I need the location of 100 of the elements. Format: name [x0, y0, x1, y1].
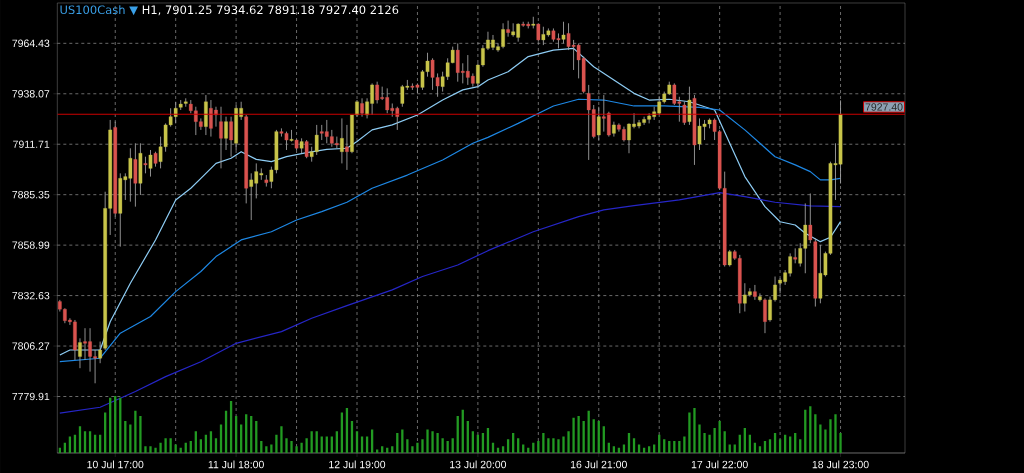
bar: [199, 439, 203, 453]
x-tick-label: 13 Jul 20:00: [450, 460, 507, 469]
bar: [169, 438, 172, 453]
bar: [159, 442, 162, 453]
x-tick-label: 10 Jul 17:00: [87, 460, 144, 469]
candlestick: [133, 142, 138, 208]
candlestick: [229, 116, 233, 158]
bar: [174, 444, 177, 453]
bar: [653, 444, 656, 453]
bar: [421, 439, 424, 453]
bar: [275, 434, 278, 453]
candlestick: [289, 129, 294, 143]
bar: [144, 446, 147, 453]
candlestick: [763, 297, 767, 334]
y-tick-label: 7885.35: [12, 190, 50, 199]
candlestick: [224, 116, 228, 151]
bar: [134, 410, 137, 453]
y-tick-label: 7858.99: [12, 241, 50, 249]
bar: [829, 419, 832, 453]
bar: [819, 424, 822, 453]
bar: [728, 444, 731, 453]
bar: [285, 438, 288, 453]
bar: [693, 407, 696, 453]
bar: [678, 441, 681, 453]
bar: [506, 439, 510, 453]
bar: [577, 415, 580, 453]
bar: [280, 426, 283, 453]
candlestick: [596, 106, 601, 141]
bar: [300, 442, 303, 453]
bar: [718, 421, 721, 453]
bar: [733, 444, 736, 453]
ref-line-label: 7927.40: [865, 103, 903, 111]
bar: [688, 412, 691, 453]
bar: [406, 439, 409, 453]
bar: [799, 439, 802, 453]
bar: [622, 444, 626, 453]
bar: [557, 439, 560, 453]
line-series: [59, 98, 842, 363]
bar: [522, 444, 525, 453]
x-tick-label: 16 Jul 21:00: [570, 460, 627, 469]
bar: [703, 433, 706, 453]
x-tick-label: 12 Jul 19:00: [329, 460, 386, 469]
bar: [683, 436, 686, 453]
candlestick: [753, 284, 757, 301]
bar: [542, 433, 545, 453]
candlestick: [808, 192, 813, 244]
candlestick: [682, 101, 687, 126]
bar: [824, 429, 827, 453]
line-series: [59, 192, 842, 414]
y-tick-label: 7832.63: [12, 291, 50, 300]
bar: [270, 444, 273, 453]
candlestick: [360, 97, 364, 118]
bar: [426, 429, 429, 453]
bar: [164, 438, 167, 453]
candlestick: [340, 117, 344, 164]
bar: [562, 436, 565, 453]
bar: [768, 439, 772, 453]
y-tick-label: 7911.71: [13, 140, 50, 148]
bar: [547, 438, 550, 453]
bar: [431, 431, 434, 453]
candlestick: [687, 86, 692, 126]
candlestick: [506, 20, 510, 38]
bar: [778, 439, 782, 453]
candlestick: [98, 341, 102, 364]
candlestick: [148, 149, 153, 178]
bar: [552, 438, 555, 453]
bar: [834, 414, 837, 453]
bar: [708, 434, 711, 453]
y-tick-label: 7779.91: [12, 392, 50, 401]
x-tick-label: 17 Jul 22:00: [691, 460, 748, 469]
bar: [567, 431, 570, 453]
bar: [637, 444, 641, 453]
bar: [436, 433, 439, 453]
bar: [290, 441, 293, 453]
bar: [416, 442, 419, 453]
chart-title: US100Cash ▼: [60, 5, 138, 16]
bar: [839, 433, 842, 453]
bar: [149, 446, 152, 453]
bar: [663, 439, 666, 453]
candlestick: [536, 22, 541, 43]
x-tick-label: 18 Jul 23:00: [812, 460, 869, 469]
candlestick: [345, 124, 349, 171]
bar: [713, 427, 716, 453]
candlestick: [304, 139, 309, 159]
bar: [295, 446, 298, 453]
bar: [572, 417, 575, 453]
candlestick: [793, 247, 798, 264]
candlestick: [78, 337, 82, 369]
y-tick-label: 7938.07: [12, 90, 50, 98]
bar: [139, 415, 142, 453]
chart-subtitle: H1, 7901.25 7934.62 7891.18 7927.40 2126: [142, 5, 399, 16]
y-tick-label: 7806.27: [12, 342, 50, 350]
bar: [411, 446, 414, 453]
bar: [441, 438, 444, 453]
y-tick-label: 7964.43: [12, 39, 50, 48]
bar: [154, 447, 157, 453]
bar: [698, 424, 701, 453]
candlestick: [561, 21, 566, 44]
candlestick: [219, 106, 223, 169]
x-tick-label: 11 Jul 18:00: [208, 460, 264, 469]
